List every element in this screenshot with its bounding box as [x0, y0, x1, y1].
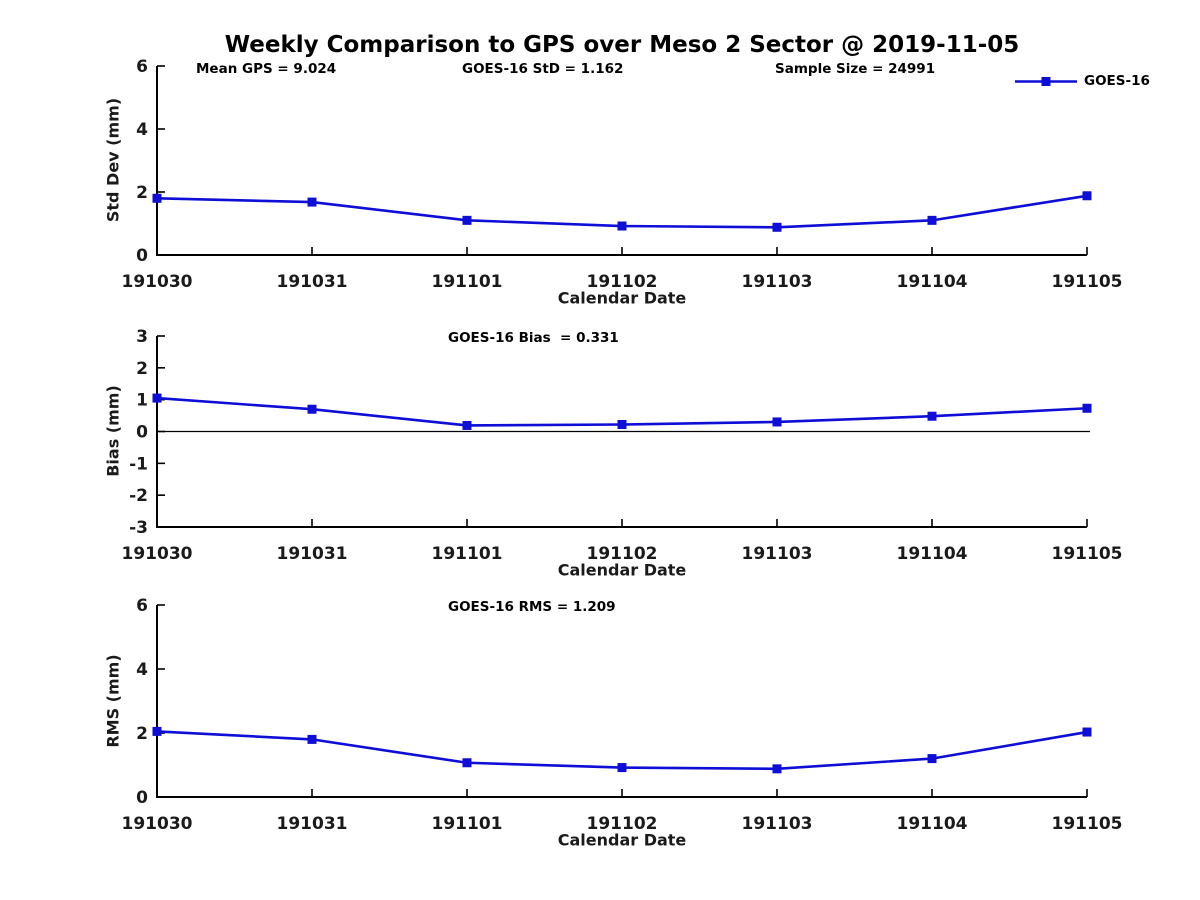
annotation-sample-size: Sample Size = 24991: [775, 61, 936, 77]
figure-title: Weekly Comparison to GPS over Meso 2 Sec…: [224, 32, 1020, 58]
x-tick-label: 191103: [742, 544, 813, 564]
x-tick-label: 191102: [587, 544, 658, 564]
x-axis-label-calendar-date-1: Calendar Date: [557, 288, 687, 308]
data-point-marker: [1082, 191, 1092, 201]
data-point-marker: [307, 404, 317, 414]
data-point-marker: [307, 734, 317, 744]
y-axis-label-rms: RMS (mm): [103, 654, 123, 748]
x-tick-label: 191105: [1052, 272, 1123, 292]
y-axis-label-bias: Bias (mm): [103, 385, 123, 477]
legend: GOES-16: [1015, 73, 1150, 89]
y-tick-label: 6: [136, 596, 148, 616]
x-tick-label: 191103: [742, 814, 813, 834]
x-tick-label: 191101: [432, 544, 503, 564]
x-tick-label: 191031: [277, 272, 348, 292]
y-tick-label: 4: [136, 120, 148, 140]
x-tick-label: 191031: [277, 814, 348, 834]
data-point-marker: [152, 193, 162, 203]
data-point-marker: [152, 393, 162, 403]
x-tick-label: 191101: [432, 814, 503, 834]
data-point-marker: [927, 215, 937, 225]
x-tick-label: 191104: [897, 544, 968, 564]
data-point-marker: [462, 758, 472, 768]
x-tick-label: 191105: [1052, 814, 1123, 834]
y-tick-label: -1: [129, 454, 148, 474]
data-point-marker: [152, 726, 162, 736]
annotation-goes16-rms: GOES-16 RMS = 1.209: [448, 599, 616, 615]
y-tick-label: -3: [129, 518, 148, 538]
x-tick-label: 191105: [1052, 544, 1123, 564]
x-tick-label: 191104: [897, 272, 968, 292]
annotation-goes16-std: GOES-16 StD = 1.162: [462, 61, 624, 77]
data-point-marker: [307, 197, 317, 207]
y-tick-label: 0: [136, 423, 148, 443]
data-point-marker: [462, 420, 472, 430]
data-point-marker: [1082, 403, 1092, 413]
data-point-marker: [462, 215, 472, 225]
x-tick-label: 191030: [122, 272, 193, 292]
x-tick-label: 191102: [587, 272, 658, 292]
y-tick-label: 6: [136, 57, 148, 77]
y-tick-label: 3: [136, 327, 148, 347]
data-point-marker: [617, 763, 627, 773]
legend-line-marker-icon: [1015, 76, 1077, 86]
data-point-marker: [617, 419, 627, 429]
data-point-marker: [617, 221, 627, 231]
data-point-marker: [1082, 727, 1092, 737]
x-tick-label: 191102: [587, 814, 658, 834]
x-axis-label-calendar-date-2: Calendar Date: [557, 560, 687, 580]
x-tick-label: 191030: [122, 814, 193, 834]
x-tick-label: 191031: [277, 544, 348, 564]
data-point-marker: [927, 754, 937, 764]
x-tick-label: 191101: [432, 272, 503, 292]
y-tick-label: -2: [129, 486, 148, 506]
x-axis-label-calendar-date-3: Calendar Date: [557, 830, 687, 850]
y-tick-label: 2: [136, 724, 148, 744]
annotation-mean-gps: Mean GPS = 9.024: [196, 61, 337, 77]
y-tick-label: 2: [136, 183, 148, 203]
y-tick-label: 0: [136, 246, 148, 266]
y-axis-label-stddev: Std Dev (mm): [103, 97, 123, 223]
x-tick-label: 191103: [742, 272, 813, 292]
x-tick-label: 191030: [122, 544, 193, 564]
y-tick-label: 2: [136, 359, 148, 379]
data-point-marker: [772, 417, 782, 427]
data-point-marker: [772, 222, 782, 232]
x-tick-label: 191104: [897, 814, 968, 834]
y-tick-label: 1: [136, 391, 148, 411]
data-point-marker: [772, 764, 782, 774]
y-tick-label: 0: [136, 788, 148, 808]
annotation-goes16-bias: GOES-16 Bias = 0.331: [448, 330, 619, 346]
y-tick-label: 4: [136, 660, 148, 680]
legend-label: GOES-16: [1084, 73, 1150, 89]
data-point-marker: [927, 411, 937, 421]
